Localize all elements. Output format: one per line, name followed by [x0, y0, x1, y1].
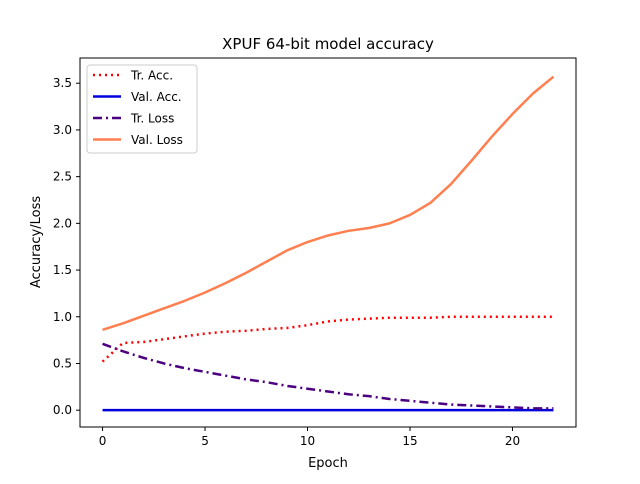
plot-frame — [79, 57, 577, 428]
x-tick-label: 10 — [300, 434, 315, 448]
y-tick-label: 1.0 — [53, 310, 72, 324]
series-line-val-loss — [102, 75, 555, 332]
x-tick-label: 20 — [505, 434, 520, 448]
y-tick-label: 0.0 — [53, 403, 72, 417]
x-tick-label: 15 — [402, 434, 417, 448]
y-tick-label: 1.5 — [53, 263, 72, 277]
chart-title: XPUF 64-bit model accuracy — [222, 35, 434, 53]
y-axis: 0.0 0.5 1.0 1.5 2.0 2.5 3.0 3.5 — [53, 76, 80, 417]
legend-box — [86, 64, 198, 154]
legend: Tr. Acc. Val. Acc. Tr. Loss Val. Loss — [86, 64, 198, 154]
x-axis-label: Epoch — [308, 456, 348, 471]
y-axis-label: Accuracy/Loss — [29, 196, 44, 288]
legend-label: Val. Loss — [131, 133, 183, 147]
y-tick-label: 3.0 — [53, 123, 72, 137]
y-tick-label: 2.5 — [53, 170, 72, 184]
y-tick-label: 3.5 — [53, 76, 72, 90]
legend-label: Tr. Loss — [130, 112, 174, 126]
y-tick-label: 0.5 — [53, 356, 72, 370]
series-line-tr-loss — [102, 342, 554, 410]
x-tick-label: 5 — [201, 434, 209, 448]
legend-label: Tr. Acc. — [130, 69, 173, 83]
plot-lines — [101, 75, 555, 412]
x-tick-label: 0 — [99, 434, 107, 448]
y-tick-label: 2.0 — [53, 216, 72, 230]
series-line-tr-acc — [101, 315, 554, 363]
x-axis: 0 5 10 15 20 — [99, 427, 520, 448]
legend-label: Val. Acc. — [131, 90, 182, 104]
